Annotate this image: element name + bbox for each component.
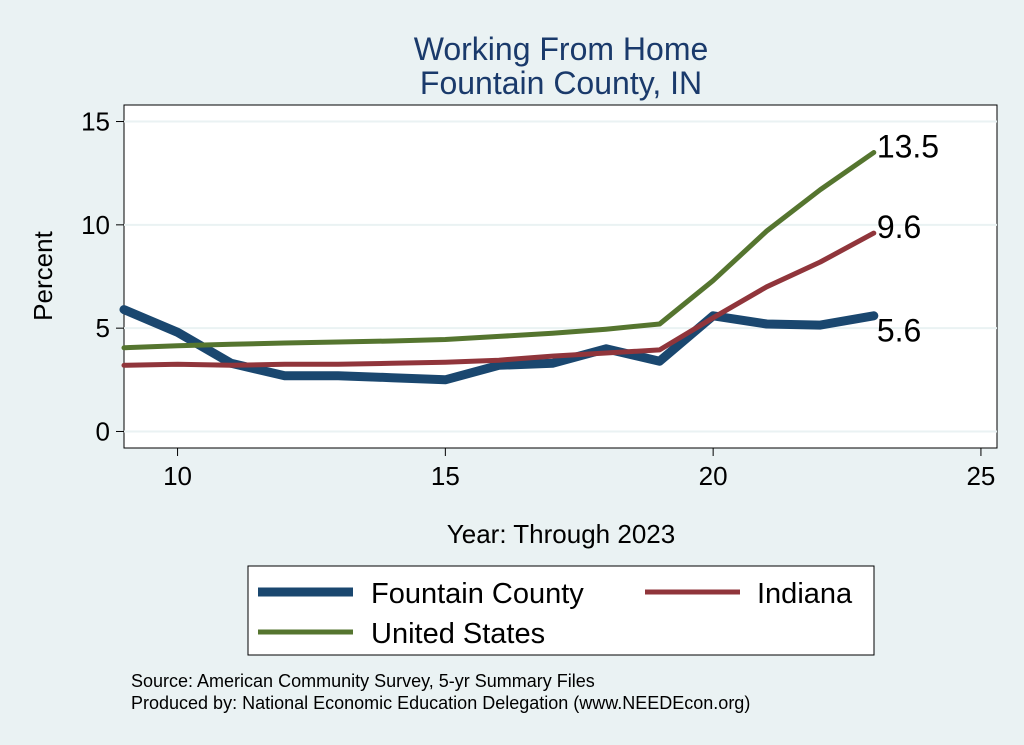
end-label-united-states: 13.5 [877, 129, 939, 165]
end-label-indiana: 9.6 [877, 209, 921, 245]
legend-label-indiana: Indiana [757, 578, 853, 610]
x-tick-label-10: 10 [163, 461, 192, 491]
chart-title-line-1: Working From Home [414, 31, 709, 67]
source-note: Source: American Community Survey, 5-yr … [131, 671, 595, 691]
legend-label-united-states: United States [371, 618, 545, 650]
x-axis: 10 15 20 25 [163, 448, 995, 491]
end-label-fountain-county: 5.6 [877, 312, 921, 348]
x-axis-label: Year: Through 2023 [447, 519, 675, 549]
y-axis: 0 5 10 15 [81, 107, 124, 446]
series-line-indiana [121, 230, 877, 368]
x-tick-label-15: 15 [431, 461, 460, 491]
plot-area [123, 104, 998, 449]
end-labels: 13.5 9.6 5.6 [877, 129, 939, 349]
x-tick-label-25: 25 [966, 461, 995, 491]
gridlines [124, 120, 997, 433]
chart-title-line-2: Fountain County, IN [420, 65, 702, 101]
x-tick-label-20: 20 [699, 461, 728, 491]
legend-label-fountain-county: Fountain County [371, 578, 584, 610]
y-tick-label-0: 0 [96, 416, 110, 446]
y-tick-label-5: 5 [96, 313, 110, 343]
y-tick-label-15: 15 [81, 107, 110, 137]
series-line-united-states [121, 150, 877, 351]
series-layer [119, 150, 879, 385]
produced-by-note: Produced by: National Economic Education… [131, 693, 751, 713]
legend: Fountain County Indiana United States [247, 565, 875, 656]
legend-box [247, 565, 875, 656]
y-tick-label-10: 10 [81, 210, 110, 240]
y-axis-label: Percent [28, 230, 58, 320]
